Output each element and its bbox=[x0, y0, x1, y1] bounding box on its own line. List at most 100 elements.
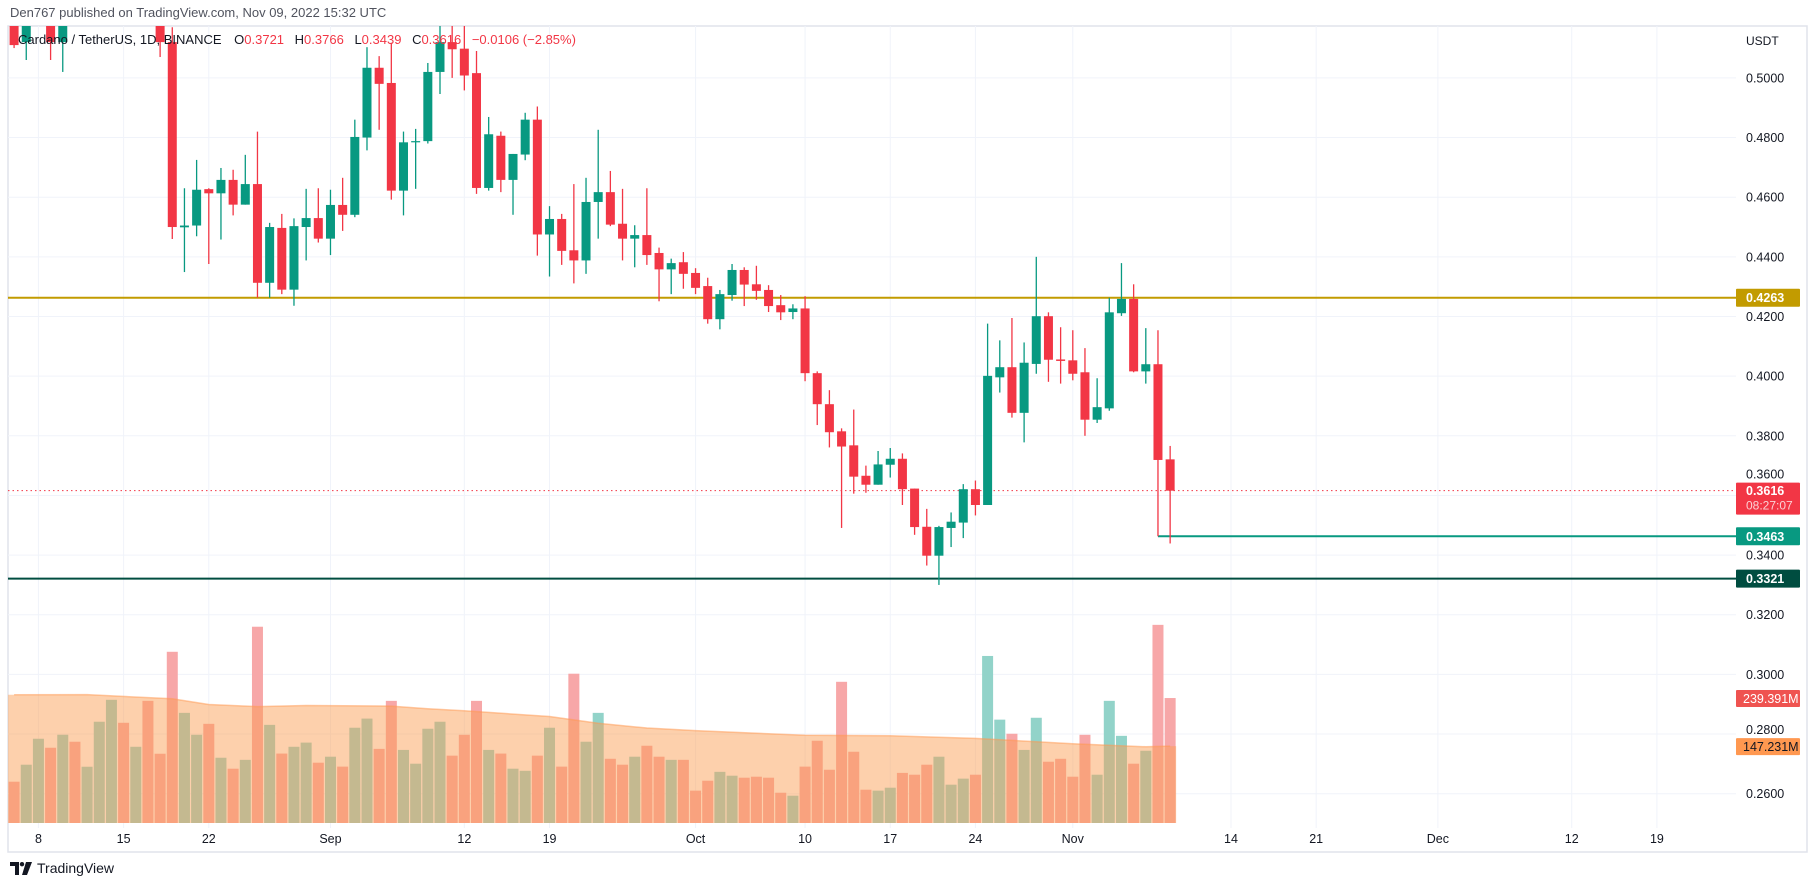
volume-bar bbox=[860, 789, 872, 823]
candle bbox=[350, 119, 360, 218]
candle bbox=[703, 277, 713, 324]
time-axis-tick-label: 14 bbox=[1224, 832, 1238, 846]
volume-bar bbox=[763, 777, 775, 823]
candle bbox=[764, 285, 774, 313]
candle-body bbox=[459, 48, 469, 76]
volume-bar bbox=[690, 790, 702, 823]
candle bbox=[618, 188, 628, 261]
volume-bar bbox=[458, 734, 470, 823]
volume-bar bbox=[300, 742, 312, 823]
candle bbox=[995, 340, 1005, 393]
candle-body bbox=[216, 179, 226, 194]
open-value: 0.3721 bbox=[244, 32, 285, 47]
candle-body bbox=[313, 218, 323, 239]
volume-bar bbox=[69, 741, 81, 823]
volume-bar bbox=[191, 734, 203, 823]
volume-bar bbox=[775, 792, 787, 823]
candle-body bbox=[593, 192, 603, 202]
close-value: 0.3616 bbox=[421, 32, 462, 47]
volume-bar bbox=[20, 764, 32, 823]
candle-body bbox=[934, 527, 944, 556]
volume-ma-last-label: 147.231M bbox=[1743, 740, 1799, 754]
candle bbox=[885, 448, 895, 478]
tradingview-footer[interactable]: TradingView bbox=[10, 860, 114, 876]
candle bbox=[630, 225, 640, 268]
volume-bar bbox=[519, 770, 531, 823]
candle bbox=[800, 296, 810, 382]
candle-body bbox=[800, 308, 810, 374]
candle bbox=[934, 525, 944, 585]
candle-body bbox=[1031, 316, 1041, 364]
price-axis-tick-label: 0.4400 bbox=[1746, 250, 1784, 264]
candle-body bbox=[289, 226, 299, 290]
volume-bar bbox=[556, 766, 568, 823]
grid bbox=[8, 26, 1736, 828]
volume-bar bbox=[471, 700, 483, 823]
volume-bar bbox=[750, 776, 762, 823]
candle bbox=[958, 484, 968, 539]
candle bbox=[386, 42, 396, 200]
candle bbox=[824, 390, 834, 448]
volume-bar bbox=[385, 700, 397, 823]
volume-bar bbox=[580, 741, 592, 823]
volume-bar bbox=[1115, 735, 1127, 823]
volume-bar bbox=[714, 771, 726, 823]
price-axis-tick-label: 0.4000 bbox=[1746, 370, 1784, 384]
candle-body bbox=[508, 153, 518, 180]
candle bbox=[459, 26, 469, 91]
volume-bar bbox=[969, 774, 981, 823]
volume-bar bbox=[105, 699, 117, 823]
candle bbox=[313, 188, 323, 243]
candle-body bbox=[411, 141, 421, 143]
volume-bar bbox=[592, 712, 604, 823]
volume-bar bbox=[154, 753, 166, 823]
publisher-line: Den767 published on TradingView.com, Nov… bbox=[10, 5, 387, 20]
volume-bar bbox=[264, 724, 276, 823]
volume-bar bbox=[130, 746, 142, 823]
volume-bar bbox=[495, 753, 507, 823]
level-price-label: 0.4263 bbox=[1746, 291, 1784, 305]
low-label: L bbox=[354, 32, 362, 47]
candle-body bbox=[1129, 298, 1139, 372]
candle-body bbox=[325, 204, 335, 239]
candle-body bbox=[618, 223, 628, 239]
volume-bar bbox=[1152, 624, 1164, 823]
candle-body bbox=[751, 284, 761, 291]
candle bbox=[861, 465, 871, 493]
volume-bar bbox=[32, 738, 44, 823]
candle-body bbox=[581, 201, 591, 261]
candle bbox=[265, 222, 275, 298]
candle bbox=[532, 106, 542, 256]
currency-label: USDT bbox=[1746, 34, 1779, 48]
candle bbox=[557, 213, 567, 265]
volume-bar bbox=[324, 756, 336, 823]
candle-body bbox=[958, 489, 968, 523]
candle bbox=[1007, 317, 1017, 418]
candle-body bbox=[58, 26, 68, 43]
volume-bar bbox=[203, 723, 215, 823]
volume-bar bbox=[215, 757, 227, 823]
candle-body bbox=[605, 192, 615, 225]
candle-body bbox=[897, 458, 907, 490]
volume-bar bbox=[178, 712, 190, 823]
close-label: C bbox=[412, 32, 422, 47]
candle bbox=[411, 128, 421, 189]
candle bbox=[155, 26, 165, 58]
volume-bar bbox=[617, 764, 629, 823]
candle-body bbox=[812, 373, 822, 405]
volume-bar bbox=[629, 756, 641, 823]
volume-bar bbox=[531, 755, 543, 823]
candle-body bbox=[569, 250, 579, 261]
candle bbox=[776, 295, 786, 321]
time-axis-tick-label: 15 bbox=[117, 832, 131, 846]
symbol-name[interactable]: Cardano / TetherUS, 1D, BINANCE bbox=[18, 32, 222, 47]
candle-body bbox=[1116, 298, 1126, 314]
price-axis-tick-label: 0.4600 bbox=[1746, 191, 1784, 205]
volume-bar bbox=[312, 762, 324, 823]
candle bbox=[252, 131, 262, 298]
price-axis-tick-label: 0.4800 bbox=[1746, 131, 1784, 145]
candle bbox=[179, 188, 189, 273]
level-price-label-box bbox=[1736, 288, 1800, 307]
volume-series bbox=[8, 624, 1177, 823]
